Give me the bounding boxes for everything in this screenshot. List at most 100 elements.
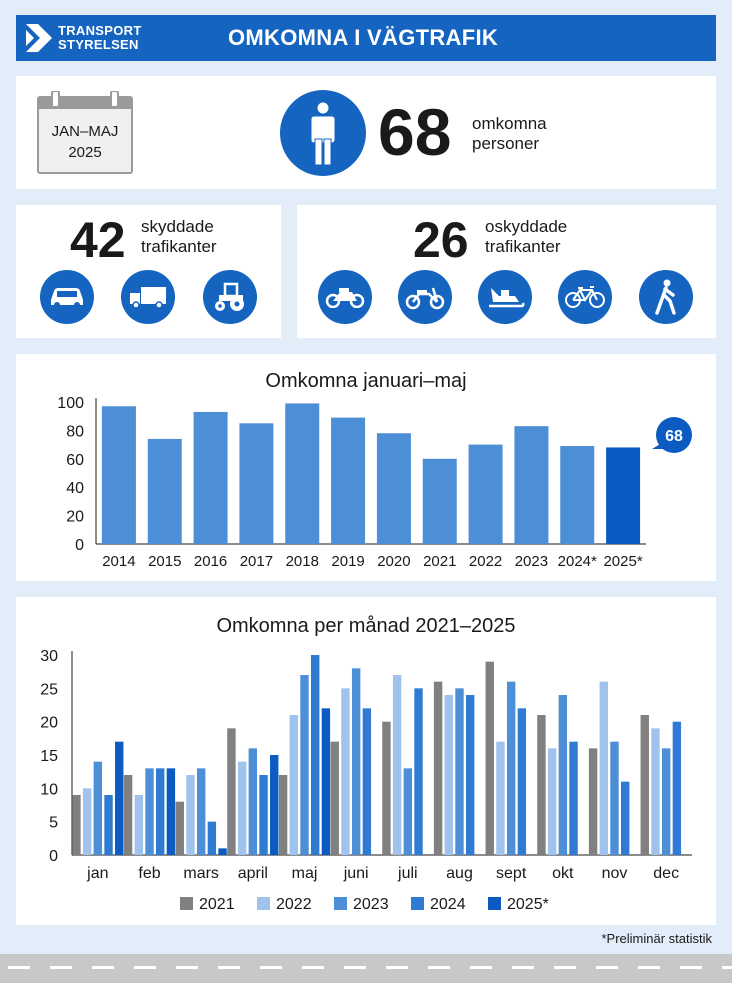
bar-jan-2022 bbox=[82, 788, 92, 855]
yearly-chart-panel: Omkomna januari–maj 0 20 40 60 80 100 2014 2015… bbox=[16, 354, 716, 581]
x-tick-label: juli bbox=[397, 865, 418, 882]
bar-nov-2022 bbox=[599, 681, 608, 855]
protected-panel: 42 skyddade trafikanter bbox=[16, 205, 281, 338]
bar-2017 bbox=[239, 423, 274, 544]
x-tick-label: 2025* bbox=[603, 553, 642, 570]
bar-2022 bbox=[468, 444, 503, 544]
road-dash bbox=[176, 966, 198, 969]
legend-swatch-2023 bbox=[334, 897, 347, 910]
period-line2: 2025 bbox=[68, 144, 102, 161]
pedestrian-icon bbox=[655, 279, 676, 315]
legend-label-2021: 2021 bbox=[199, 896, 235, 913]
bar-april-2022 bbox=[237, 761, 247, 855]
bar-okt-2023 bbox=[558, 695, 568, 855]
legend-label-2024: 2024 bbox=[430, 896, 466, 913]
bar-maj-2024 bbox=[311, 655, 320, 855]
tractor-circle bbox=[203, 270, 257, 324]
protected-label-line2: trafikanter bbox=[141, 237, 217, 256]
callout-label: 68 bbox=[665, 428, 683, 445]
x-tick-label: maj bbox=[292, 865, 318, 882]
road-dash bbox=[596, 966, 618, 969]
logo-line1: TRANSPORT bbox=[58, 23, 142, 38]
road-strip bbox=[0, 954, 732, 983]
legend-swatch-2021 bbox=[180, 897, 193, 910]
y-tick-label: 0 bbox=[49, 848, 58, 865]
pedestrian-circle bbox=[639, 270, 693, 324]
bar-2015 bbox=[147, 438, 182, 544]
bar-juni-2021 bbox=[330, 741, 339, 855]
bar-maj-2023 bbox=[300, 675, 309, 855]
bar-sept-2023 bbox=[506, 681, 516, 855]
bar-dec-2023 bbox=[661, 748, 671, 855]
unprotected-label: oskyddade trafikanter bbox=[485, 217, 567, 257]
bar-juli-2022 bbox=[392, 675, 402, 855]
y-tick-label: 25 bbox=[40, 681, 58, 698]
y-tick-label: 20 bbox=[40, 715, 58, 732]
road-dash bbox=[638, 966, 660, 969]
bicycle-icon bbox=[565, 286, 605, 308]
x-tick-label: 2024* bbox=[558, 553, 597, 570]
unprotected-label-line1: oskyddade bbox=[485, 217, 568, 236]
bar-sept-2021 bbox=[485, 661, 494, 855]
period-line1: JAN–MAJ bbox=[51, 123, 119, 140]
legend-swatch-2025 bbox=[488, 897, 501, 910]
monthly-chart-panel: Omkomna per månad 2021–2025 0 5 10 15 20 25 30… bbox=[16, 597, 716, 925]
motorcycle-circle bbox=[318, 270, 372, 324]
total-value: 68 bbox=[378, 95, 452, 169]
bicycle-circle bbox=[558, 270, 612, 324]
road-dash bbox=[386, 966, 408, 969]
bar-jan-2023 bbox=[93, 761, 103, 855]
legend-swatch-2024 bbox=[411, 897, 424, 910]
truck-icon bbox=[130, 287, 166, 309]
bar-dec-2021 bbox=[640, 715, 649, 855]
bar-aug-2023 bbox=[455, 688, 464, 855]
total-label-line1: omkomna bbox=[472, 114, 547, 133]
bar-2014 bbox=[101, 406, 136, 544]
bar-juni-2024 bbox=[362, 708, 372, 855]
bar-nov-2023 bbox=[610, 741, 619, 855]
road-dash bbox=[428, 966, 450, 969]
snowmobile-circle bbox=[478, 270, 532, 324]
total-label: omkomna personer bbox=[472, 114, 547, 154]
x-tick-label: sept bbox=[496, 865, 527, 882]
legend-label-2025: 2025* bbox=[507, 896, 549, 913]
page-title: OMKOMNA I VÄGTRAFIK bbox=[228, 25, 499, 50]
bar-dec-2022 bbox=[651, 728, 660, 855]
bar-2020 bbox=[376, 433, 411, 544]
snowmobile-icon bbox=[489, 288, 525, 308]
bar-2024 bbox=[560, 446, 595, 544]
x-tick-label: 2021 bbox=[423, 553, 456, 570]
bar-feb-2023 bbox=[145, 768, 154, 855]
bar-jan-2025 bbox=[115, 741, 124, 855]
bar-2023 bbox=[514, 426, 549, 544]
x-tick-label: 2022 bbox=[469, 553, 502, 570]
bar-sept-2022 bbox=[496, 741, 505, 855]
x-tick-label: 2020 bbox=[377, 553, 410, 570]
bar-jan-2024 bbox=[104, 795, 113, 855]
yearly-chart-title: Omkomna januari–maj bbox=[265, 370, 467, 392]
bar-april-2024 bbox=[259, 775, 268, 855]
protected-value: 42 bbox=[70, 212, 126, 268]
protected-label-line1: skyddade bbox=[141, 217, 214, 236]
x-tick-label: 2014 bbox=[102, 553, 135, 570]
bar-juli-2023 bbox=[403, 768, 413, 855]
bar-april-2021 bbox=[227, 728, 236, 855]
x-tick-label: juni bbox=[343, 865, 369, 882]
bar-feb-2024 bbox=[156, 768, 165, 855]
road-dash bbox=[134, 966, 156, 969]
yearly-bar-chart: 0 20 40 60 80 100 2014 2015 2016 2017 2018 2019 2020… bbox=[57, 395, 692, 570]
legend-label-2023: 2023 bbox=[353, 896, 389, 913]
unprotected-value: 26 bbox=[413, 212, 469, 268]
y-tick-label: 5 bbox=[49, 815, 58, 832]
road-dash bbox=[680, 966, 702, 969]
bar-2018 bbox=[285, 403, 320, 544]
x-tick-label: feb bbox=[138, 865, 160, 882]
x-tick-label: april bbox=[238, 865, 268, 882]
bar-aug-2022 bbox=[444, 695, 453, 855]
bar-juli-2024 bbox=[414, 688, 423, 855]
road-dash bbox=[260, 966, 282, 969]
motorcycle-icon bbox=[325, 288, 365, 308]
x-tick-label: mars bbox=[183, 865, 219, 882]
y-tick-label: 40 bbox=[66, 480, 84, 497]
x-tick-label: 2017 bbox=[240, 553, 273, 570]
